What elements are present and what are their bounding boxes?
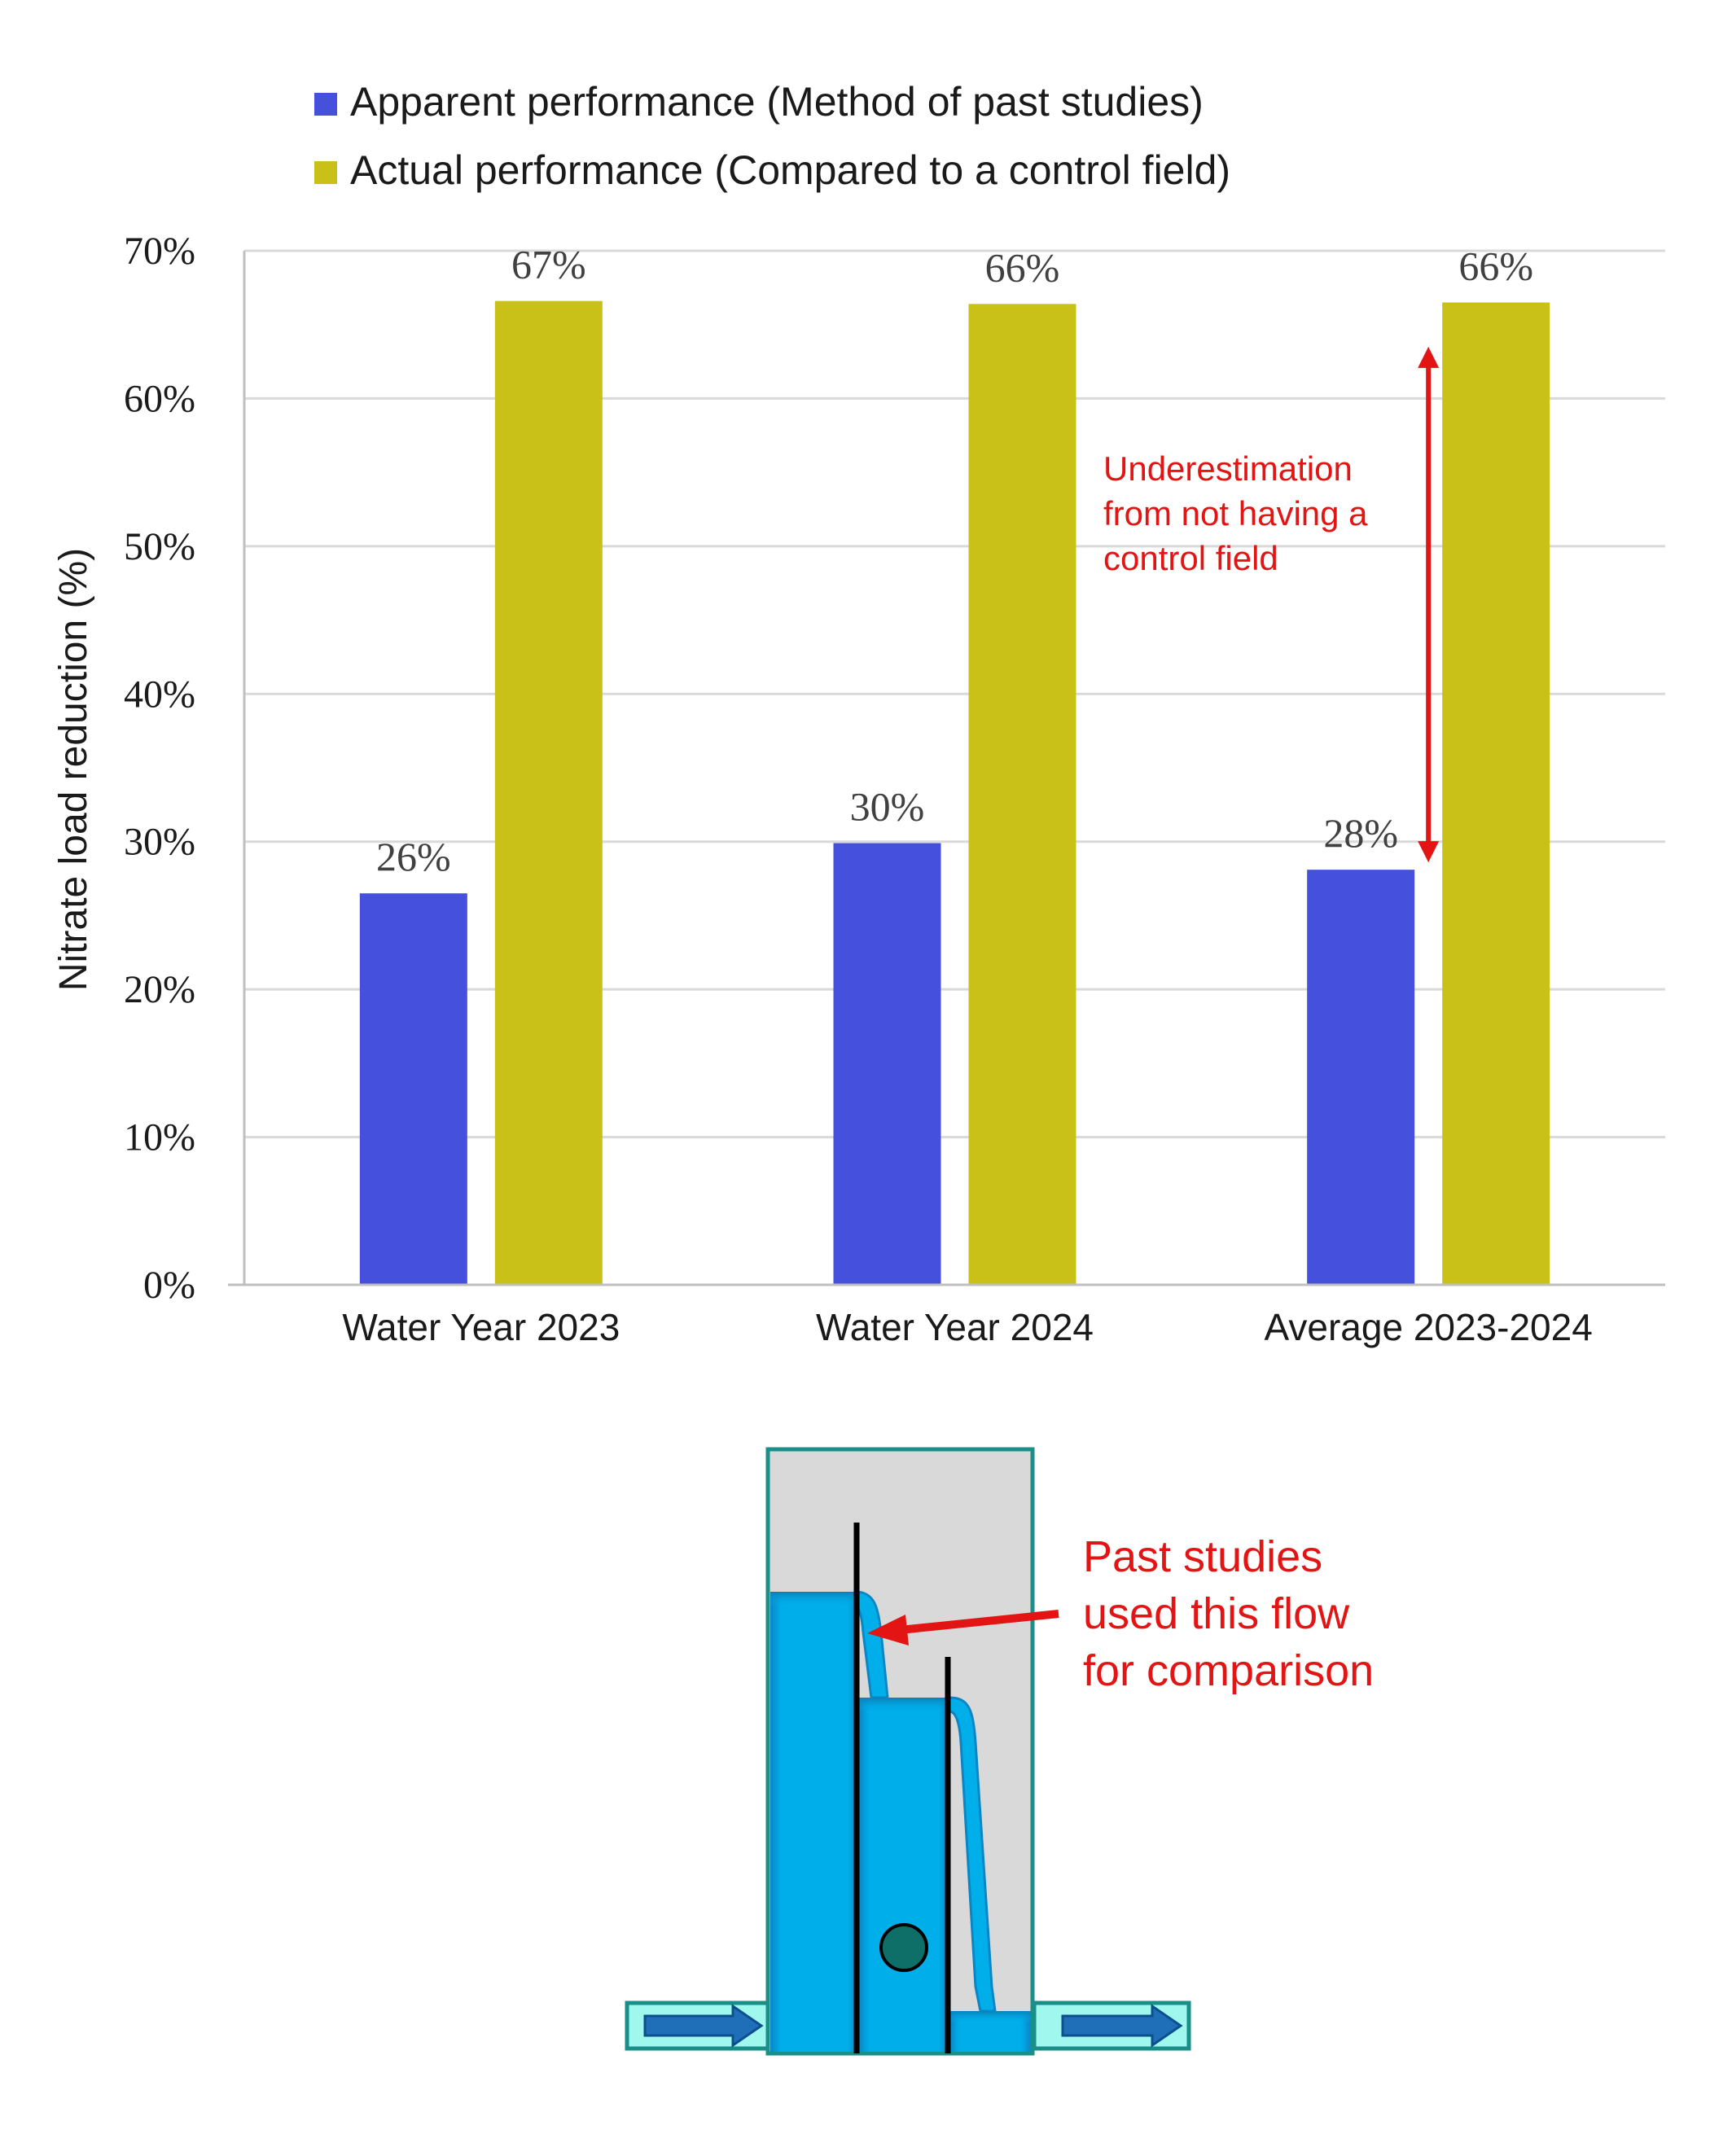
outlet-pipe bbox=[1032, 2000, 1191, 2051]
water-levels bbox=[770, 1590, 1031, 2052]
x-tick-label: Water Year 2023 bbox=[342, 1306, 620, 1348]
callout-line-2: used this flow bbox=[1083, 1589, 1350, 1638]
underestimation-annotation: Underestimation from not having a contro… bbox=[1103, 346, 1440, 863]
y-tick-label: 0% bbox=[143, 1264, 195, 1307]
y-tick-label: 10% bbox=[124, 1116, 195, 1159]
annotation-line-3: control field bbox=[1103, 539, 1278, 577]
callout-arrow-shaft bbox=[899, 1610, 1059, 1634]
bar-apparent bbox=[833, 843, 941, 1285]
callout-arrow-head bbox=[867, 1615, 909, 1645]
bar-labels: 26% 67% 30% 66% 28% 66% bbox=[376, 242, 1533, 880]
callout-line-3: for comparison bbox=[1083, 1646, 1374, 1695]
bar-value-label: 30% bbox=[850, 784, 925, 830]
y-axis-ticks: 0% 10% 20% 30% 40% 50% 60% 70% bbox=[124, 230, 195, 1307]
underestimation-arrow-head-top bbox=[1418, 346, 1440, 368]
y-tick-label: 70% bbox=[124, 230, 195, 273]
bar-apparent bbox=[359, 893, 467, 1285]
bar-actual bbox=[494, 300, 603, 1286]
outlet-arrow-icon bbox=[1061, 2004, 1183, 2048]
gridlines bbox=[244, 249, 1665, 1139]
legend-swatch-apparent bbox=[314, 93, 337, 116]
bar-actual bbox=[968, 304, 1076, 1285]
bar-value-label: 28% bbox=[1323, 810, 1398, 856]
x-tick-label: Water Year 2024 bbox=[816, 1306, 1094, 1348]
bar-value-label: 67% bbox=[511, 242, 586, 287]
x-tick-label: Average 2023-2024 bbox=[1265, 1306, 1593, 1348]
legend-label-actual: Actual performance (Compared to a contro… bbox=[350, 147, 1230, 193]
underestimation-arrow-head-bottom bbox=[1418, 841, 1440, 863]
bar-value-label: 26% bbox=[376, 834, 451, 879]
legend-swatch-actual bbox=[314, 161, 337, 184]
bar-value-label: 66% bbox=[985, 244, 1060, 290]
bar-value-label: 66% bbox=[1458, 243, 1533, 289]
y-tick-label: 40% bbox=[124, 673, 195, 716]
legend: Apparent performance (Method of past stu… bbox=[314, 79, 1230, 193]
y-tick-label: 30% bbox=[124, 821, 195, 864]
bar-actual bbox=[1442, 302, 1550, 1285]
bar-chart: Apparent performance (Method of past stu… bbox=[52, 79, 1665, 1348]
y-tick-label: 20% bbox=[124, 968, 195, 1011]
annotation-line-2: from not having a bbox=[1103, 494, 1368, 532]
inlet-arrow-icon bbox=[643, 2004, 764, 2048]
y-tick-label: 50% bbox=[124, 525, 195, 568]
annotation-line-1: Underestimation bbox=[1103, 449, 1353, 488]
callout-line-1: Past studies bbox=[1083, 1532, 1322, 1581]
bars bbox=[359, 300, 1550, 1286]
sensor-icon bbox=[879, 1923, 928, 1972]
y-tick-label: 60% bbox=[124, 377, 195, 420]
control-structure-diagram: Past studies used this flow for comparis… bbox=[625, 1447, 1374, 2056]
y-axis-label: Nitrate load reduction (%) bbox=[52, 548, 95, 991]
inlet-pipe bbox=[625, 2000, 772, 2051]
x-axis-ticks: Water Year 2023 Water Year 2024 Average 20… bbox=[342, 1306, 1592, 1348]
legend-label-apparent: Apparent performance (Method of past stu… bbox=[350, 79, 1204, 125]
bar-apparent bbox=[1307, 870, 1415, 1285]
